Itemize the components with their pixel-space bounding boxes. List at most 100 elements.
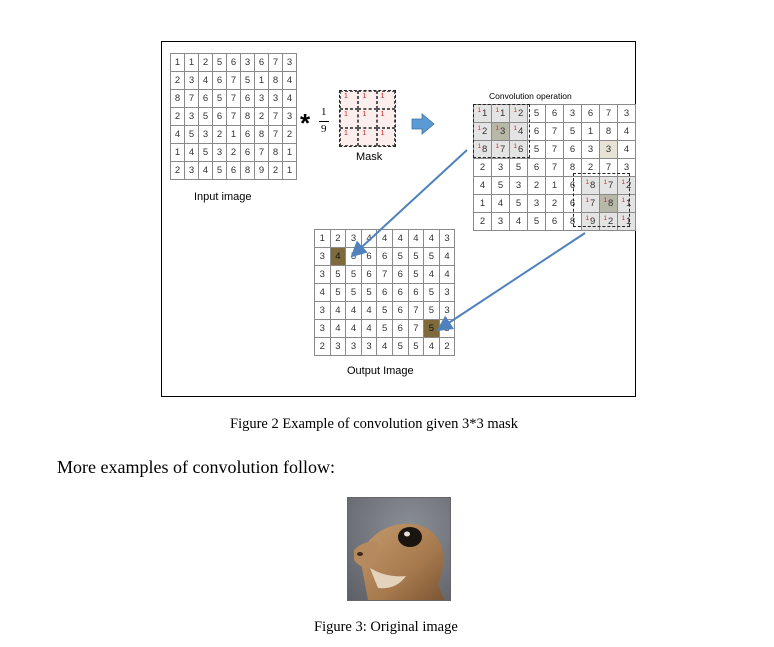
cell-value: 8	[590, 180, 596, 191]
cell-value: 3	[350, 341, 357, 352]
mask-weight: 1	[477, 144, 482, 150]
convolution-operation-label: Convolution operation	[489, 91, 572, 101]
cell-value: 6	[230, 57, 237, 68]
cell-value: 5	[382, 305, 388, 316]
cell-value: 3	[319, 269, 325, 280]
cell-value: 3	[319, 251, 325, 262]
cell-value: 3	[605, 144, 612, 155]
cell-value: 2	[174, 111, 181, 122]
cell-value: 1	[230, 129, 237, 140]
cell-value: 3	[335, 341, 341, 352]
cell-value: 7	[551, 162, 558, 173]
cell-value: 6	[244, 93, 251, 104]
cell-value: 6	[230, 165, 237, 176]
cell-value: 5	[335, 287, 341, 298]
cell-value: 5	[428, 251, 435, 262]
cell-value: 3	[188, 165, 195, 176]
cell-value: 6	[397, 287, 403, 298]
cell-value: 4	[202, 165, 209, 176]
cell-value: 1	[188, 57, 195, 68]
cell-value: 3	[366, 341, 372, 352]
cell-value: 4	[286, 93, 293, 104]
figure-3-caption: Figure 3: Original image	[314, 619, 458, 635]
cell-value: 5	[216, 165, 223, 176]
cell-value: 7	[258, 147, 265, 158]
cell-value: 1	[482, 108, 488, 119]
cell-value: 4	[350, 323, 357, 334]
cell-value: 6	[413, 287, 419, 298]
cell-value: 1	[286, 147, 293, 158]
cell-value: 8	[482, 144, 488, 155]
cell-value: 6	[366, 269, 372, 280]
cell-value: 3	[216, 147, 223, 158]
mask-cell: 1	[358, 91, 377, 110]
matrix-cell: 12	[617, 176, 636, 195]
mask-weight: 1	[513, 126, 518, 132]
cell-value: 3	[286, 111, 293, 122]
right-arrow	[411, 113, 435, 135]
cell-value: 5	[515, 162, 522, 173]
mask-weight: 1	[621, 198, 626, 204]
mask-weight: 1	[621, 180, 626, 186]
original-image-photo	[347, 497, 451, 601]
cell-value: 6	[258, 57, 265, 68]
mask-weight: 1	[585, 180, 590, 186]
cell-value: 5	[428, 287, 435, 298]
cell-value: 2	[533, 180, 540, 191]
cell-value: 4	[428, 233, 435, 244]
cell-value: 8	[272, 147, 279, 158]
cell-value: 4	[444, 269, 450, 280]
cell-value: 5	[382, 323, 388, 334]
matrix-cell: 3	[438, 229, 456, 248]
cell-value: 7	[382, 269, 388, 280]
cell-value: 3	[319, 323, 325, 334]
cell-value: 3	[244, 57, 251, 68]
cell-value: 6	[244, 129, 251, 140]
cell-value: 5	[533, 108, 540, 119]
cell-value: 4	[428, 269, 435, 280]
mask-cell: 1	[376, 91, 395, 110]
cell-value: 1	[626, 216, 632, 227]
convolution-operator: *	[300, 108, 311, 138]
cell-value: 6	[382, 287, 388, 298]
cell-value: 2	[272, 165, 279, 176]
cell-value: 7	[272, 129, 279, 140]
cell-value: 4	[518, 126, 524, 137]
cell-value: 5	[350, 269, 357, 280]
cell-value: 4	[366, 323, 372, 334]
matrix-cell: 17	[599, 176, 618, 195]
cell-value: 1	[174, 57, 181, 68]
cell-value: 7	[551, 144, 558, 155]
mask-cell: 1	[376, 127, 395, 146]
matrix-cell: 2	[438, 337, 456, 356]
cell-value: 3	[623, 162, 630, 173]
cell-value: 5	[413, 269, 419, 280]
cell-value: 4	[366, 233, 372, 244]
cell-value: 4	[188, 147, 195, 158]
cell-value: 4	[335, 305, 341, 316]
cell-value: 3	[286, 57, 293, 68]
cell-value: 3	[272, 93, 279, 104]
cell-value: 1	[626, 198, 632, 209]
cell-value: 4	[428, 341, 435, 352]
cell-value: 1	[551, 180, 558, 191]
cell-value: 4	[382, 233, 388, 244]
cell-value: 6	[551, 216, 558, 227]
matrix-cell: 3	[491, 212, 510, 231]
cell-value: 5	[244, 75, 251, 86]
mask-weight: 1	[585, 216, 590, 222]
fraction-denominator: 9	[321, 123, 327, 135]
output-image-label: Output Image	[347, 365, 414, 377]
mask-weight: 1	[603, 180, 608, 186]
arrow-to-output-bottom	[436, 232, 586, 332]
mask-cell: 1	[340, 127, 359, 146]
cell-value: 7	[500, 144, 506, 155]
cell-value: 2	[479, 162, 486, 173]
input-image-label: Input image	[194, 191, 252, 203]
cell-value: 3	[623, 108, 630, 119]
matrix-row: 4 5 3 2 1 6 18 17 12	[473, 176, 636, 195]
cell-value: 4	[515, 216, 522, 227]
